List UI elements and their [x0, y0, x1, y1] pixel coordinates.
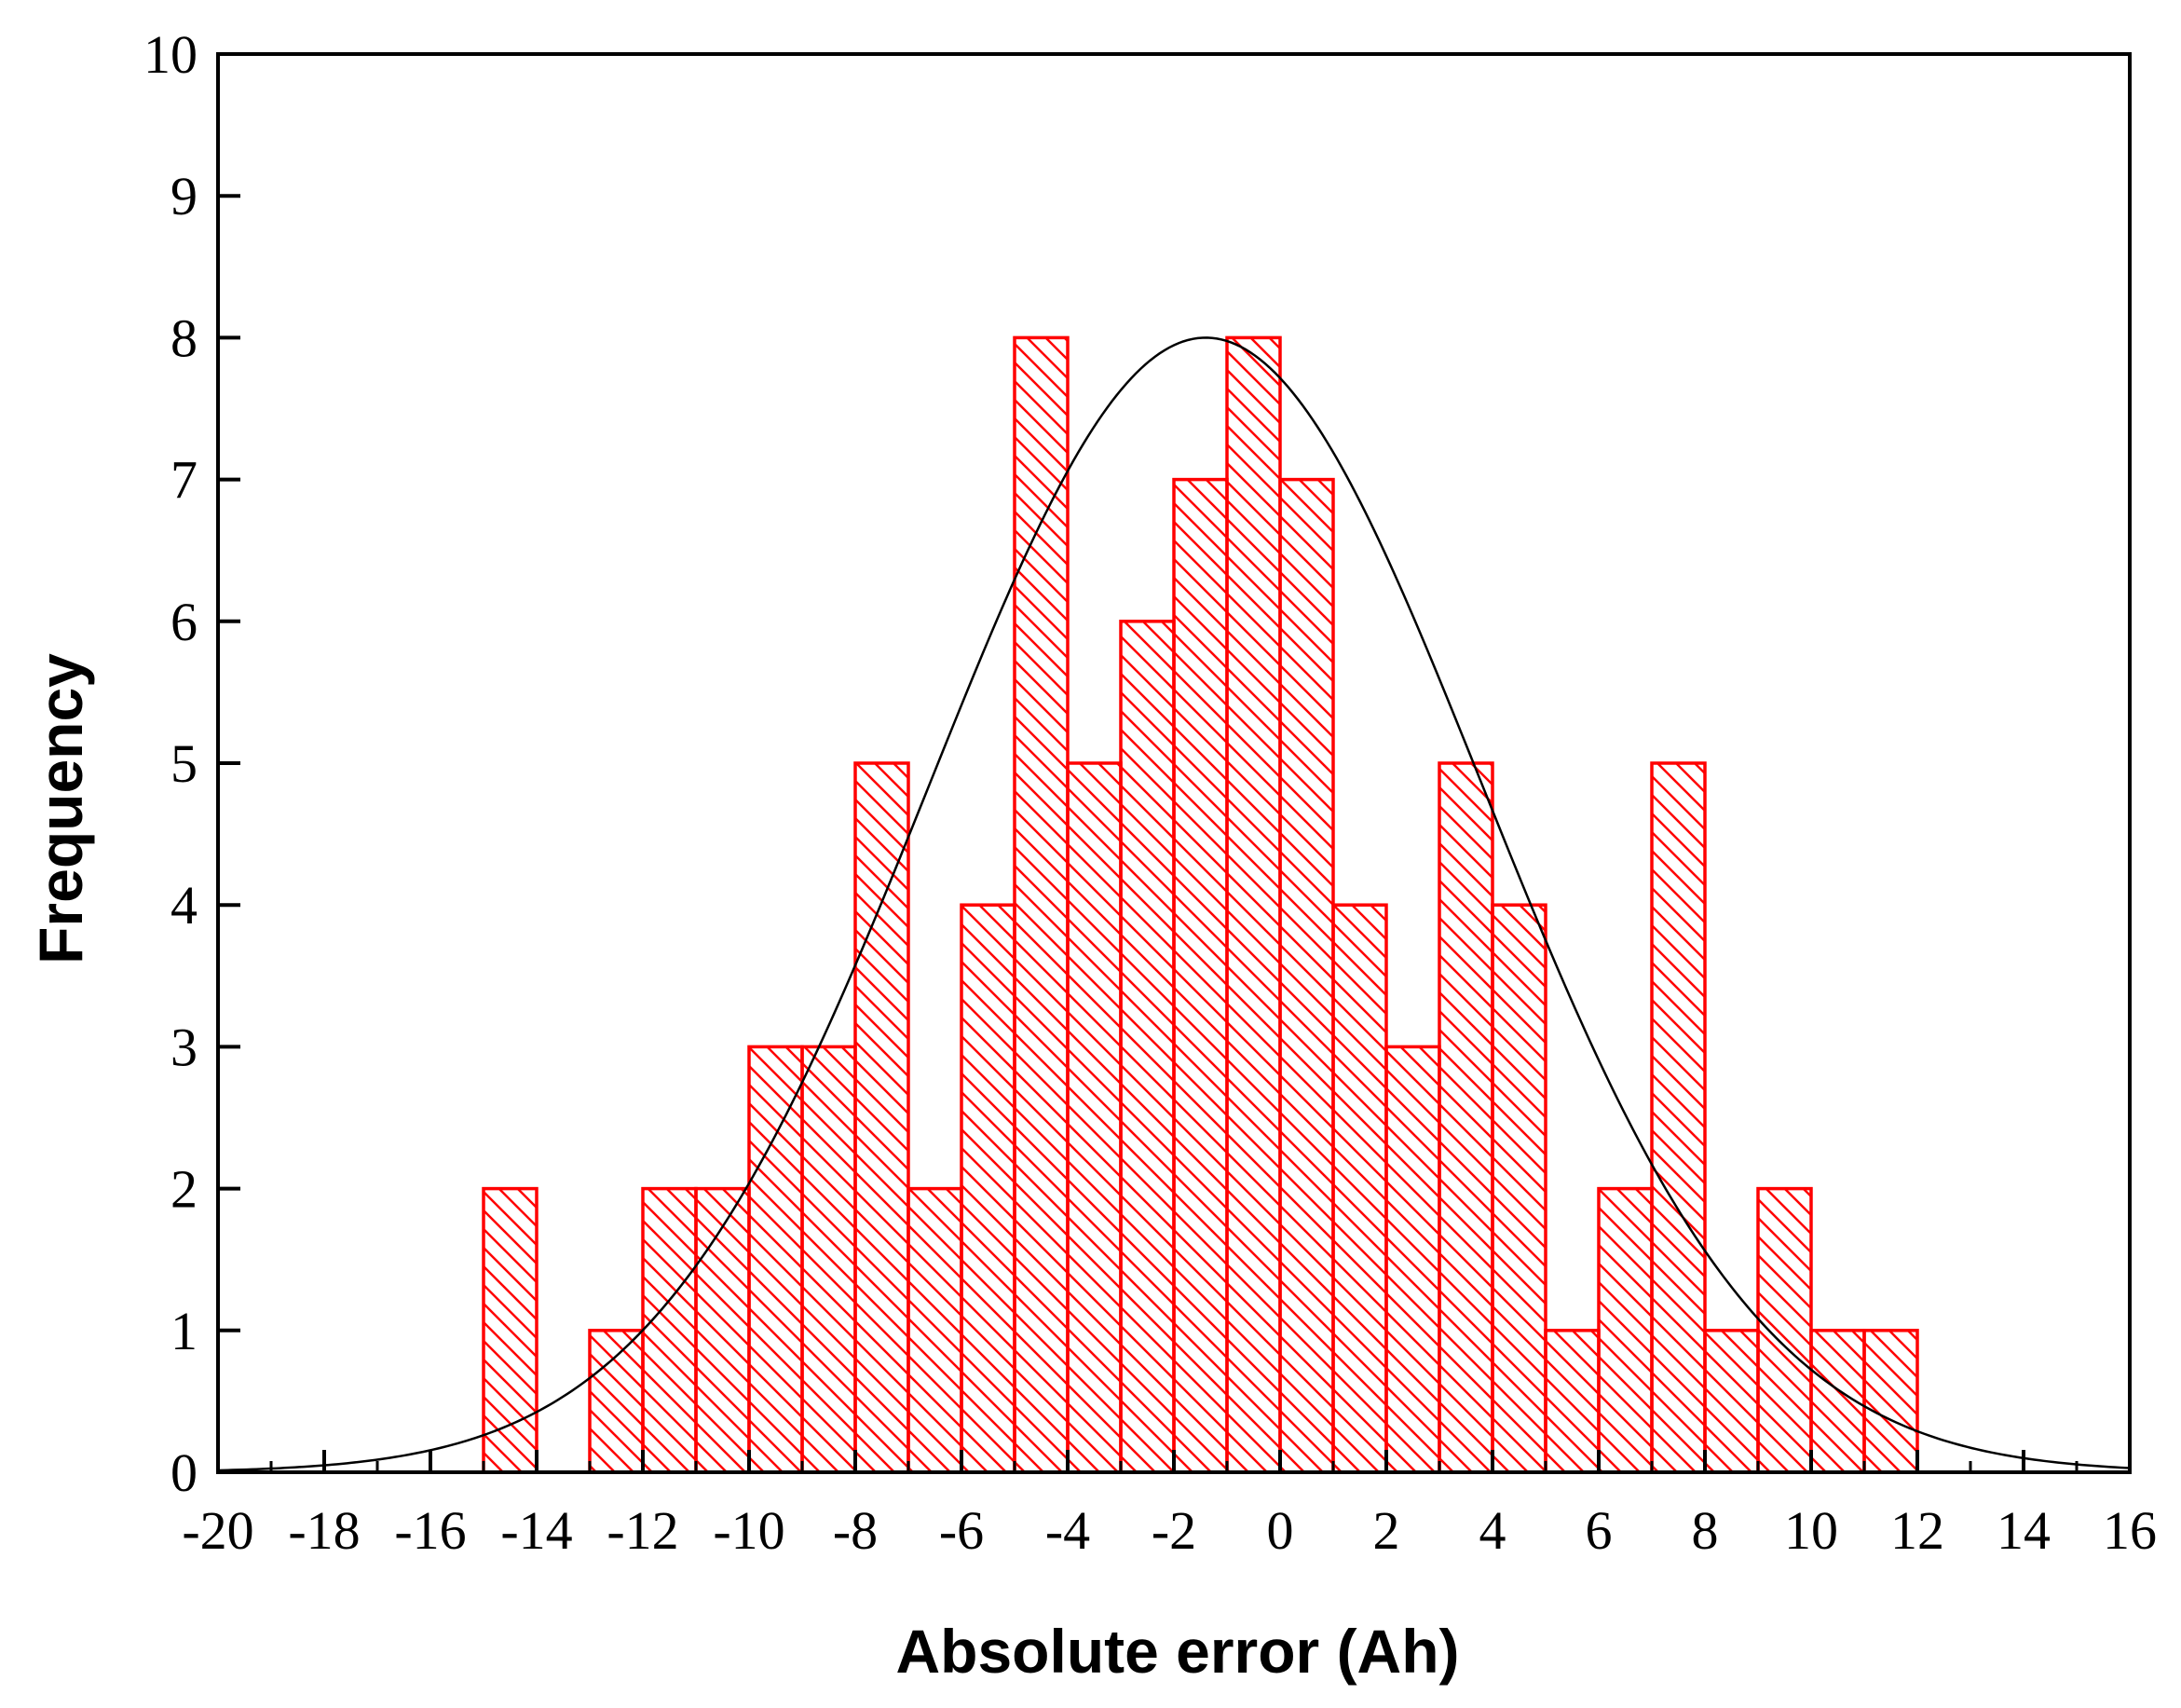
histogram-bar-21 — [1650, 761, 1707, 1474]
x-tick-label: -4 — [1045, 1500, 1090, 1561]
histogram-bar-15 — [1331, 903, 1388, 1474]
y-tick-label: 10 — [143, 24, 198, 85]
histogram-bar-20 — [1597, 1186, 1654, 1474]
histogram-bar-3 — [694, 1186, 751, 1474]
y-tick-label: 6 — [170, 592, 198, 652]
normal-fit-curve — [217, 336, 2131, 1472]
histogram-bar-5 — [800, 1045, 857, 1474]
x-tick-label: -16 — [394, 1500, 466, 1561]
x-tick-label: -20 — [182, 1500, 253, 1561]
x-tick-label: -8 — [833, 1500, 878, 1561]
histogram-bar-8 — [960, 903, 1016, 1474]
y-tick-label: 5 — [170, 733, 198, 794]
x-tick-label: -2 — [1152, 1500, 1196, 1561]
x-tick-label: 4 — [1479, 1500, 1506, 1561]
y-tick-label: 1 — [170, 1301, 198, 1361]
x-tick-label: -18 — [288, 1500, 360, 1561]
x-tick-label: 0 — [1267, 1500, 1294, 1561]
histogram-bar-7 — [906, 1186, 963, 1474]
x-tick-label: -6 — [939, 1500, 984, 1561]
y-tick-label: 7 — [170, 450, 198, 511]
x-axis-title: Absolute error (Ah) — [895, 1617, 1459, 1686]
x-tick-label: 10 — [1784, 1500, 1838, 1561]
histogram-bar-12 — [1172, 477, 1229, 1474]
histogram-bar-0 — [482, 1186, 538, 1474]
y-tick-label: 8 — [170, 307, 198, 368]
y-tick-label: 3 — [170, 1017, 198, 1077]
x-tick-label: -12 — [607, 1500, 678, 1561]
histogram-bar-25 — [1862, 1329, 1919, 1474]
bars-layer — [482, 335, 1919, 1474]
x-tick-label: -14 — [500, 1500, 572, 1561]
x-tick-label: -10 — [713, 1500, 784, 1561]
ticks-layer: -20 -18 -16 -14 -12 -10 -8 -6 -4 -2 0 2 4 6 8 10 12 14 160… — [143, 24, 2157, 1561]
x-tick-label: 12 — [1890, 1500, 1944, 1561]
histogram-bar-9 — [1013, 335, 1070, 1474]
histogram-bar-19 — [1544, 1329, 1601, 1474]
histogram-bar-13 — [1225, 335, 1282, 1474]
curve-layer — [217, 336, 2131, 1472]
histogram-bar-11 — [1119, 620, 1176, 1474]
histogram-bar-6 — [853, 761, 910, 1474]
histogram-bar-2 — [641, 1186, 698, 1474]
y-tick-label: 4 — [170, 875, 198, 936]
x-tick-label: 8 — [1692, 1500, 1719, 1561]
histogram-bar-18 — [1491, 903, 1547, 1474]
histogram-bar-23 — [1756, 1186, 1813, 1474]
histogram-bar-22 — [1703, 1329, 1760, 1474]
y-tick-label: 0 — [170, 1442, 198, 1503]
histogram-bar-1 — [588, 1329, 645, 1474]
y-axis-title: Frequency — [26, 653, 95, 964]
y-tick-label: 9 — [170, 166, 198, 226]
y-tick-label: 2 — [170, 1159, 198, 1220]
x-tick-label: 16 — [2103, 1500, 2157, 1561]
x-tick-label: 6 — [1586, 1500, 1613, 1561]
histogram-bar-10 — [1066, 761, 1123, 1474]
x-tick-label: 2 — [1373, 1500, 1400, 1561]
histogram-bar-14 — [1278, 477, 1335, 1474]
histogram-bar-16 — [1384, 1045, 1441, 1474]
x-tick-label: 14 — [1997, 1500, 2051, 1561]
histogram-bar-4 — [747, 1045, 804, 1474]
histogram-bar-17 — [1438, 761, 1494, 1474]
